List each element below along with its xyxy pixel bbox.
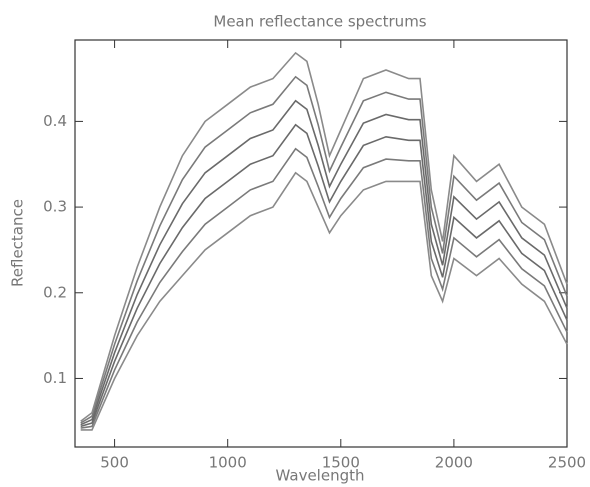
x-axis-label: Wavelength — [276, 467, 365, 485]
spectrum-line — [80, 51, 568, 422]
y-tick-label: 0.2 — [43, 283, 67, 301]
y-tick-label: 0.3 — [43, 198, 67, 216]
x-tick-label: 2000 — [435, 454, 473, 472]
x-tick-label: 1500 — [322, 454, 360, 472]
x-tick-label: 2500 — [548, 454, 586, 472]
y-tick-label: 0.4 — [43, 112, 67, 130]
x-tick-label: 500 — [100, 454, 129, 472]
spectrum-line — [80, 171, 568, 431]
plot-frame — [74, 39, 568, 448]
spectrum-line — [80, 99, 568, 426]
y-axis-label: Reflectance — [9, 199, 27, 287]
spectrum-line — [80, 147, 568, 429]
spectrum-line — [80, 123, 568, 428]
x-tick-label: 1000 — [209, 454, 247, 472]
y-tick-label: 0.1 — [43, 369, 67, 387]
chart-title: Mean reflectance spectrums — [213, 13, 426, 31]
spectrum-line — [80, 75, 568, 424]
